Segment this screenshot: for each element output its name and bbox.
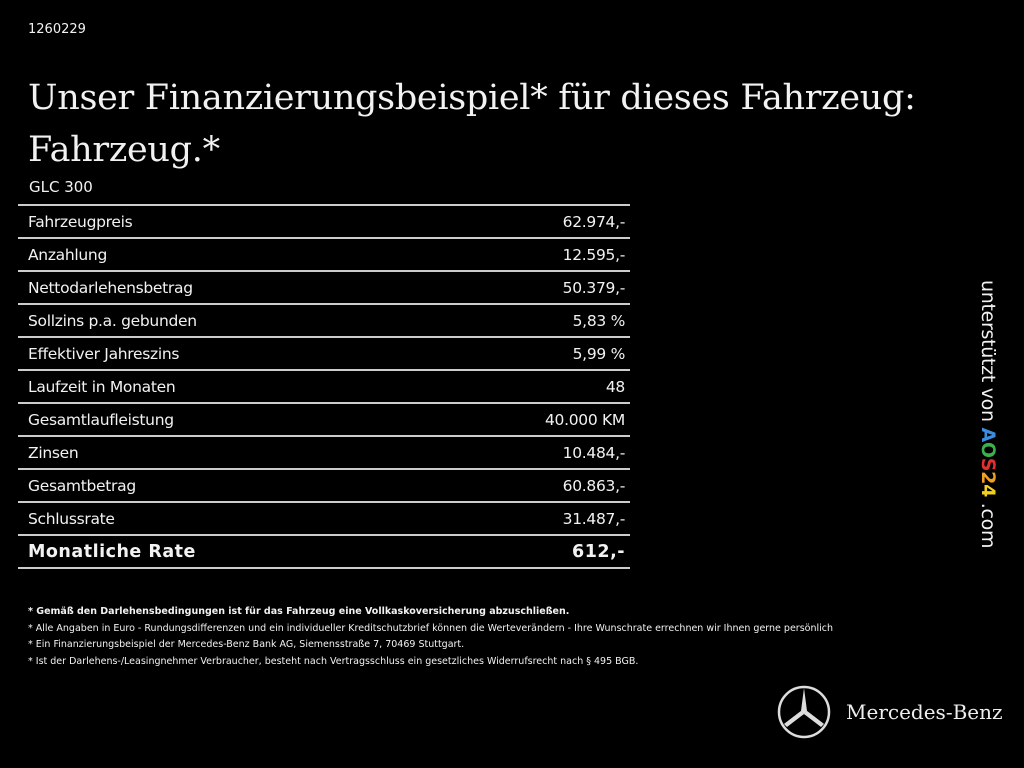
table-row: Monatliche Rate 612,- (18, 535, 630, 569)
supported-by: unterstützt von AOS24 .com (977, 280, 999, 548)
row-label: Anzahlung (18, 238, 422, 272)
row-value: 10.484,- (421, 436, 630, 470)
table-row: Gesamtlaufleistung 40.000 KM (18, 403, 630, 437)
aos24-letter: S (977, 457, 999, 472)
table-row: Zinsen 10.484,- (18, 436, 630, 470)
table-row: Gesamtbetrag 60.863,- (18, 469, 630, 503)
row-value: 12.595,- (421, 238, 630, 272)
title-line-1: Unser Finanzierungsbeispiel* für dieses … (28, 78, 916, 118)
row-label: Gesamtbetrag (18, 469, 422, 503)
row-label: Fahrzeugpreis (18, 205, 422, 239)
footnote: * Ist der Darlehens-/Leasingnehmer Verbr… (28, 655, 639, 667)
row-label: Schlussrate (18, 502, 422, 536)
row-value: 612,- (421, 535, 630, 569)
title-line-2: Fahrzeug.* (28, 130, 220, 170)
table-row: Anzahlung 12.595,- (18, 238, 630, 272)
supported-by-text: unterstützt von (977, 280, 999, 428)
domain-suffix: .com (977, 502, 999, 549)
brand-name: Mercedes-Benz (846, 700, 1003, 724)
row-value: 40.000 KM (421, 403, 630, 437)
financing-table: Fahrzeugpreis 62.974,- Anzahlung 12.595,- Ne… (18, 204, 630, 569)
model-name: GLC 300 (29, 178, 93, 196)
table-row: Schlussrate 31.487,- (18, 502, 630, 536)
footnote: * Gemäß den Darlehensbedingungen ist für… (28, 606, 570, 617)
table-row: Effektiver Jahreszins 5,99 % (18, 337, 630, 371)
mercedes-benz-logo: Mercedes-Benz (776, 684, 1003, 740)
row-label: Sollzins p.a. gebunden (18, 304, 422, 338)
row-value: 5,83 % (421, 304, 630, 338)
table-row: Nettodarlehensbetrag 50.379,- (18, 271, 630, 305)
footnote: * Alle Angaben in Euro - Rundungsdiffere… (28, 622, 833, 634)
row-label: Nettodarlehensbetrag (18, 271, 422, 305)
table-row: Fahrzeugpreis 62.974,- (18, 205, 630, 239)
page-title: Unser Finanzierungsbeispiel* für dieses … (28, 72, 916, 176)
footnotes: * Gemäß den Darlehensbedingungen ist für… (28, 604, 833, 670)
aos24-letter: O (977, 441, 999, 458)
row-value: 31.487,- (421, 502, 630, 536)
aos24-letter: A (977, 427, 999, 442)
row-label: Zinsen (18, 436, 422, 470)
row-label: Laufzeit in Monaten (18, 370, 422, 404)
row-value: 62.974,- (421, 205, 630, 239)
row-label: Effektiver Jahreszins (18, 337, 422, 371)
table-row: Laufzeit in Monaten 48 (18, 370, 630, 404)
row-value: 50.379,- (421, 271, 630, 305)
footnote: * Ein Finanzierungsbeispiel der Mercedes… (28, 639, 465, 650)
row-value: 5,99 % (421, 337, 630, 371)
table-row: Sollzins p.a. gebunden 5,83 % (18, 304, 630, 338)
mercedes-star-icon (777, 685, 831, 739)
row-value: 60.863,- (421, 469, 630, 503)
aos24-letter: 2 (977, 471, 999, 485)
row-label: Gesamtlaufleistung (18, 403, 422, 437)
aos24-logo: AOS24 (977, 428, 999, 503)
row-value: 48 (421, 370, 630, 404)
listing-code: 1260229 (28, 22, 86, 37)
aos24-letter: 4 (977, 484, 999, 497)
row-label: Monatliche Rate (18, 535, 422, 569)
